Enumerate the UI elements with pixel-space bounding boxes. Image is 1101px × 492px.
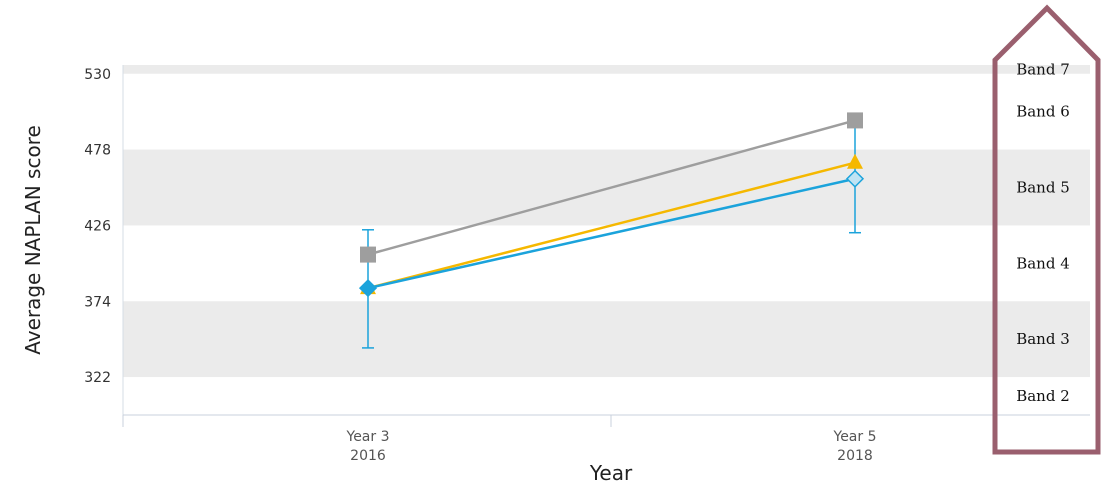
x-tick-label: Year 5 xyxy=(833,429,877,445)
band-label: Band 4 xyxy=(1016,254,1070,272)
band-highlight-arrow xyxy=(992,4,1101,455)
band-label: Band 2 xyxy=(1016,387,1070,405)
y-tick-label: 322 xyxy=(84,370,111,386)
data-point-square xyxy=(360,246,376,263)
y-tick-label: 478 xyxy=(84,143,111,159)
y-axis-title: Average NAPLAN score xyxy=(21,125,45,355)
band-region-5 xyxy=(123,149,1090,226)
data-point-triangle xyxy=(847,153,863,169)
band-label: Band 6 xyxy=(1016,103,1070,121)
series-line-square xyxy=(367,119,856,256)
series-line-diamond xyxy=(367,177,856,290)
band-label: Band 7 xyxy=(1016,60,1070,78)
band-region-3 xyxy=(123,301,1090,378)
data-point-diamond xyxy=(845,169,865,188)
data-point-diamond xyxy=(358,279,378,298)
data-point-square xyxy=(847,112,863,129)
x-tick-label-year: 2016 xyxy=(350,448,386,464)
y-tick-label: 426 xyxy=(84,218,111,234)
x-axis-title: Year xyxy=(589,461,633,485)
band-label: Band 3 xyxy=(1016,330,1070,348)
y-tick-label: 374 xyxy=(84,294,111,310)
series-line-triangle xyxy=(367,161,856,290)
x-tick-labels: Year 3 2016 Year 5 2018 xyxy=(346,429,877,464)
y-tick-labels: 322 374 426 478 530 xyxy=(84,67,111,386)
series xyxy=(358,112,865,349)
band-regions xyxy=(123,65,1090,378)
band-labels: Band 2 Band 3 Band 4 Band 5 Band 6 Band 7 xyxy=(1016,60,1070,405)
x-tick-label-year: 2018 xyxy=(837,448,873,464)
band-region-7 xyxy=(123,65,1090,74)
y-tick-label: 530 xyxy=(84,67,111,83)
x-tick-label: Year 3 xyxy=(346,429,390,445)
band-label: Band 5 xyxy=(1016,179,1070,197)
